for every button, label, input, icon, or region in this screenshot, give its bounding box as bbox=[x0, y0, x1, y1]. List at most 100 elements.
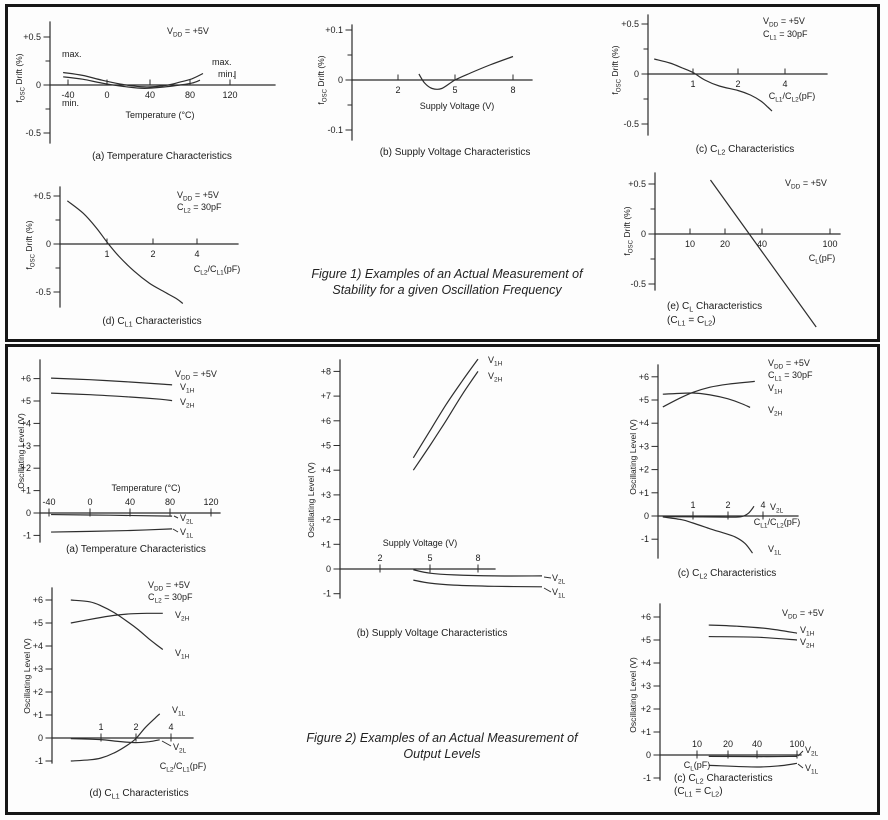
y-tick-label: +6 bbox=[33, 595, 43, 605]
chart-fig1-temperature-characteristics: +0.5 0 -0.5 -40 0 40 80 120 Temperature (°C) fOSC… bbox=[12, 8, 297, 168]
y-tick-label: -0.5 bbox=[630, 279, 646, 289]
series-label-V2L: V2L bbox=[770, 502, 784, 515]
y-tick-label: +4 bbox=[321, 465, 331, 475]
y-tick-label: +4 bbox=[641, 658, 651, 668]
annotation: VDD = +5V bbox=[148, 580, 190, 593]
y-tick-label: +6 bbox=[321, 416, 331, 426]
figure2-caption-line1: Figure 2) Examples of an Actual Measurem… bbox=[306, 731, 578, 745]
y-tick-label: +6 bbox=[21, 374, 31, 384]
chart-title: (a) Temperature Characteristics bbox=[92, 151, 232, 162]
fig1b-plot: +0.1 0 -0.1 2 5 8 Supply Voltage (V) fOSC Drift… bbox=[316, 24, 533, 158]
y-axis-title: Oscillating Level (V) bbox=[628, 657, 638, 733]
x-tick-label: 1 bbox=[690, 79, 695, 89]
y-tick-label: 0 bbox=[644, 511, 649, 521]
y-axis-title: fOSC Drift (%) bbox=[610, 45, 623, 94]
series-V2L bbox=[413, 569, 543, 577]
leader-line bbox=[797, 750, 804, 757]
series-V2H bbox=[412, 371, 479, 471]
series-label-V2L: V2L bbox=[173, 742, 187, 755]
series-label-V2L: V2L bbox=[805, 745, 819, 758]
x-tick-label: 2 bbox=[133, 722, 138, 732]
y-tick-label: +6 bbox=[639, 372, 649, 382]
y-tick-label: -0.5 bbox=[25, 128, 41, 138]
y-tick-label: +3 bbox=[321, 490, 331, 500]
y-tick-label: +3 bbox=[639, 441, 649, 451]
fig1d-plot: +0.5 0 -0.5 1 2 4 CL2/CL1(pF) fOSC Drift (%) VDD… bbox=[24, 186, 240, 329]
y-tick-label: +0.5 bbox=[33, 191, 51, 201]
series-V2L bbox=[662, 505, 755, 518]
y-tick-label: +3 bbox=[33, 664, 43, 674]
y-tick-label: +0.5 bbox=[621, 19, 639, 29]
series-V1H bbox=[412, 358, 479, 459]
chart-title: (c) CL2 Characteristics bbox=[696, 144, 795, 157]
series-label-V2H: V2H bbox=[180, 397, 195, 410]
chart-fig2-supply-voltage-characteristics: +8 +7 +6 +5 +4 +3 +2 +1 0 -1 2 5 8 Supply Voltage (V)… bbox=[302, 350, 587, 648]
x-tick-label: 1 bbox=[104, 249, 109, 259]
y-tick-label: +6 bbox=[641, 612, 651, 622]
y-axis-title: Oscillating Level (V) bbox=[16, 413, 26, 489]
y-axis-title: Oscillating Level (V) bbox=[628, 419, 638, 495]
x-tick-label: 0 bbox=[104, 90, 109, 100]
series-label-V1L: V1L bbox=[552, 587, 566, 600]
series-label-V2L: V2L bbox=[552, 573, 566, 586]
series-label-V1L: V1L bbox=[180, 527, 194, 540]
x-tick-label: 5 bbox=[427, 553, 432, 563]
x-tick-label: 0 bbox=[87, 497, 92, 507]
series-drift bbox=[418, 55, 514, 90]
y-tick-label: 0 bbox=[46, 239, 51, 249]
annotation: VDD = +5V bbox=[782, 608, 824, 621]
y-tick-label: +2 bbox=[639, 465, 649, 475]
y-axis-title: fOSC Drift (%) bbox=[24, 220, 37, 269]
x-axis-title: Supply Voltage (V) bbox=[383, 538, 458, 548]
chart-fig2-temperature-characteristics: +6 +5 +4 +3 +2 +1 0 -1 -40 0 40 80 120 Temperature (°… bbox=[12, 352, 297, 564]
x-tick-label: 40 bbox=[145, 90, 155, 100]
figure1-panel bbox=[5, 4, 880, 342]
curve-label: max. bbox=[212, 57, 232, 67]
y-tick-label: 0 bbox=[326, 564, 331, 574]
y-tick-label: +8 bbox=[321, 366, 331, 376]
y-tick-label: -0.1 bbox=[327, 125, 343, 135]
series-label-V1L: V1L bbox=[172, 705, 186, 718]
y-tick-label: 0 bbox=[38, 733, 43, 743]
series-V1L bbox=[413, 579, 543, 588]
x-tick-label: 80 bbox=[165, 497, 175, 507]
y-axis-title: fOSC Drift (%) bbox=[622, 206, 635, 255]
y-tick-label: +1 bbox=[33, 710, 43, 720]
series-V1L bbox=[708, 762, 798, 768]
series-V2L bbox=[70, 738, 160, 744]
chart-title: (a) Temperature Characteristics bbox=[66, 544, 206, 555]
series-V2H bbox=[662, 392, 751, 408]
series-label-V2H: V2H bbox=[488, 371, 503, 384]
annotation: CL2 = 30pF bbox=[148, 592, 193, 605]
x-tick-label: 10 bbox=[692, 739, 702, 749]
x-tick-label: 100 bbox=[822, 239, 837, 249]
fig2b-plot: +8 +7 +6 +5 +4 +3 +2 +1 0 -1 2 5 8 Supply Voltage (V)… bbox=[306, 355, 566, 639]
chart-title: (b) Supply Voltage Characteristics bbox=[380, 147, 531, 158]
annotation: VDD = +5V bbox=[763, 16, 805, 29]
y-tick-label: 0 bbox=[36, 80, 41, 90]
y-axis-title: Oscillating Level (V) bbox=[22, 638, 32, 714]
y-tick-label: +1 bbox=[21, 486, 31, 496]
x-tick-label: 20 bbox=[723, 739, 733, 749]
y-tick-label: +7 bbox=[321, 391, 331, 401]
x-tick-label: 5 bbox=[452, 85, 457, 95]
x-tick-label: -40 bbox=[42, 497, 55, 507]
series-drift bbox=[66, 200, 184, 304]
y-tick-label: +0.1 bbox=[325, 25, 343, 35]
fig2d-plot: +6 +5 +4 +3 +2 +1 0 -1 1 2 4 CL2/CL1(pF) Oscillating… bbox=[22, 580, 206, 801]
y-tick-label: +2 bbox=[321, 515, 331, 525]
series-label-V2H: V2H bbox=[800, 637, 815, 650]
y-tick-label: +3 bbox=[21, 441, 31, 451]
leader-line bbox=[543, 576, 552, 579]
annotation: CL1 = 30pF bbox=[763, 29, 808, 42]
chart-fig2-cl1-characteristics: +6 +5 +4 +3 +2 +1 0 -1 1 2 4 CL2/CL1(pF) Oscillating… bbox=[12, 578, 297, 806]
y-tick-label: +4 bbox=[33, 641, 43, 651]
y-axis-title: Oscillating Level (V) bbox=[306, 462, 316, 538]
series-max bbox=[63, 71, 204, 88]
series-label-V1H: V1H bbox=[175, 648, 190, 661]
chart-title: (CL1 = CL2) bbox=[674, 786, 723, 799]
x-tick-label: 4 bbox=[782, 79, 787, 89]
annotation: VDD = +5V bbox=[167, 26, 209, 39]
curve-label: max. bbox=[62, 49, 82, 59]
x-tick-label: 2 bbox=[395, 85, 400, 95]
